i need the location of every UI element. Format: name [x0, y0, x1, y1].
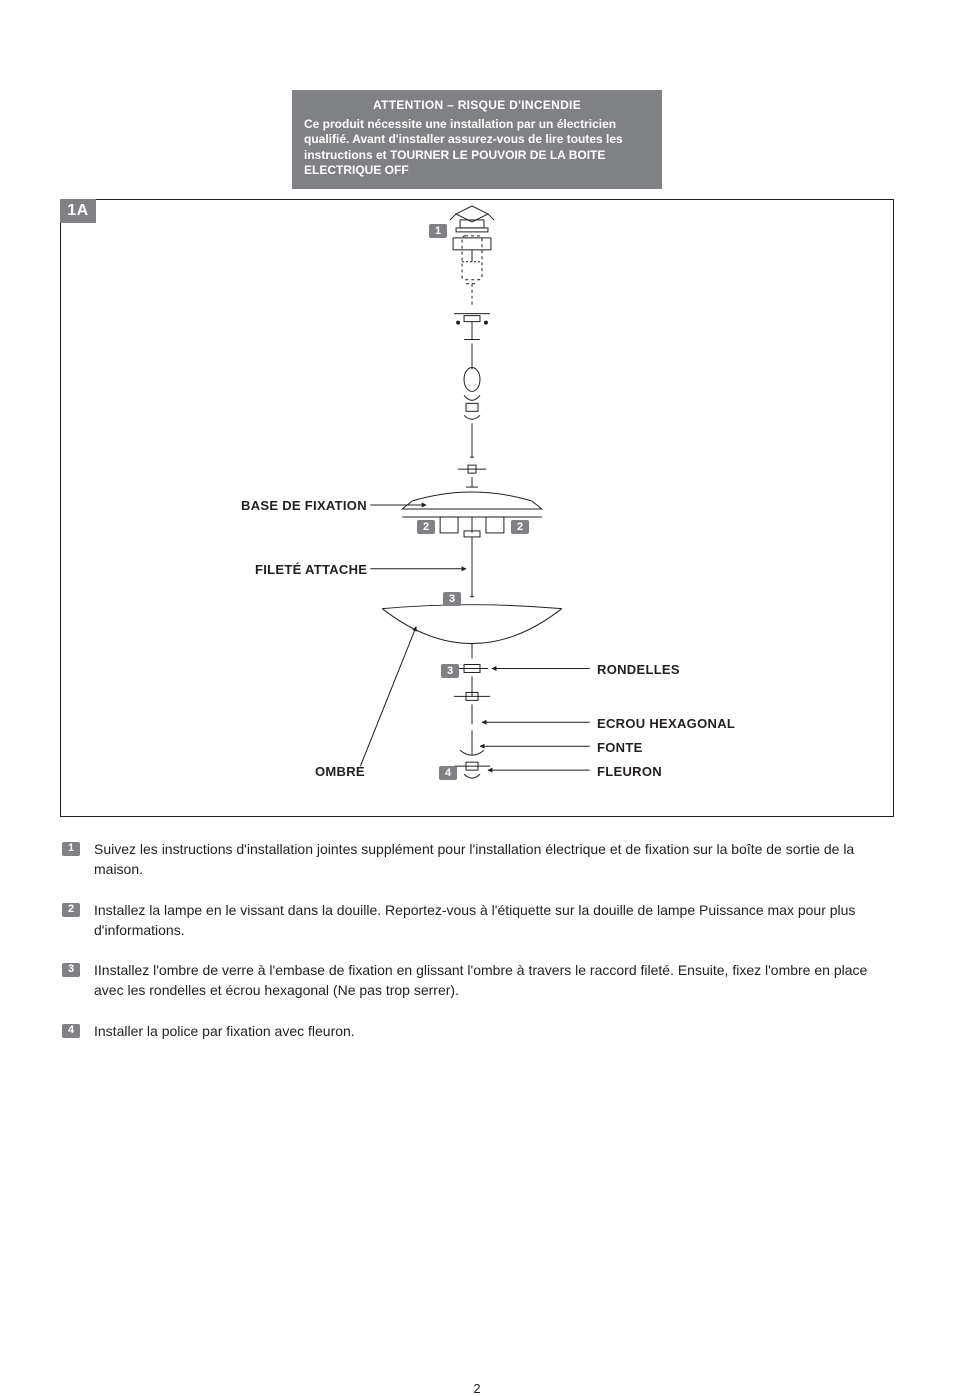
callout-2-right: 2 [511, 520, 529, 534]
step-item: 2 Installez la lampe en le vissant dans … [62, 900, 892, 941]
callout-3a: 3 [443, 592, 461, 606]
figure-diagram [61, 200, 893, 816]
step-number: 2 [62, 903, 80, 917]
callout-2-left: 2 [417, 520, 435, 534]
figure-panel: 1A [60, 199, 894, 817]
step-item: 3 IInstallez l'ombre de verre à l'embase… [62, 960, 892, 1001]
label-filete-attache: FILETÉ ATTACHE [255, 562, 367, 577]
callout-1: 1 [429, 224, 447, 238]
callout-3b: 3 [441, 664, 459, 678]
step-text: Suivez les instructions d'installation j… [94, 839, 892, 880]
warning-box: ATTENTION – RISQUE D'INCENDIE Ce produit… [292, 90, 662, 189]
callout-4: 4 [439, 766, 457, 780]
label-ombre: OMBRE [315, 764, 365, 779]
step-text: Installer la police par fixation avec fl… [94, 1021, 892, 1041]
warning-title: ATTENTION – RISQUE D'INCENDIE [304, 98, 650, 114]
step-number: 4 [62, 1024, 80, 1038]
label-fleuron: FLEURON [597, 764, 662, 779]
step-number: 1 [62, 842, 80, 856]
label-base-fixation: BASE DE FIXATION [241, 498, 367, 513]
step-text: Installez la lampe en le vissant dans la… [94, 900, 892, 941]
step-number: 3 [62, 963, 80, 977]
step-item: 1 Suivez les instructions d'installation… [62, 839, 892, 880]
warning-body: Ce produit nécessite une installation pa… [304, 117, 650, 179]
label-rondelles: RONDELLES [597, 662, 680, 677]
label-fonte: FONTE [597, 740, 643, 755]
step-item: 4 Installer la police par fixation avec … [62, 1021, 892, 1041]
steps-list: 1 Suivez les instructions d'installation… [60, 839, 894, 1041]
page-number: 2 [60, 1381, 894, 1396]
label-ecrou-hexagonal: ECROU HEXAGONAL [597, 716, 735, 731]
step-text: IInstallez l'ombre de verre à l'embase d… [94, 960, 892, 1001]
